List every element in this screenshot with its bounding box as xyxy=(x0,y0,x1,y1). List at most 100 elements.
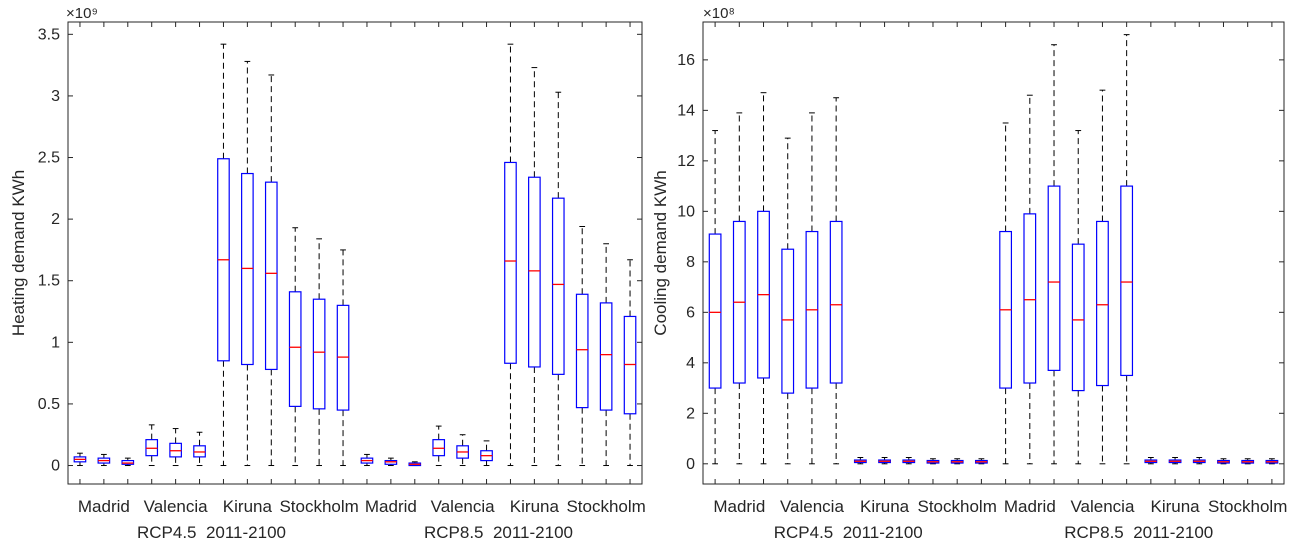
box-12 xyxy=(974,458,988,465)
box-body xyxy=(504,161,517,364)
y-tick-label: 0 xyxy=(51,458,60,475)
x-tick-label: Madrid xyxy=(365,497,417,516)
box-body xyxy=(575,293,589,409)
box-body xyxy=(551,197,565,375)
plot-area xyxy=(67,21,643,485)
box-body xyxy=(1071,243,1085,392)
box-18 xyxy=(480,440,493,467)
box-19 xyxy=(504,43,517,467)
y-tick-label: 3.5 xyxy=(38,26,60,43)
y-tick-label: 2 xyxy=(686,405,695,422)
group-label: RCP8.5 2011-2100 xyxy=(1064,523,1213,542)
box-4 xyxy=(145,424,159,467)
y-tick-label: 10 xyxy=(677,203,695,220)
box-6 xyxy=(829,97,843,465)
box-15 xyxy=(408,461,422,467)
box-19 xyxy=(1144,456,1158,465)
box-3 xyxy=(757,92,770,465)
x-tick-label: Valencia xyxy=(144,497,208,516)
group-label: RCP4.5 2011-2100 xyxy=(774,523,923,542)
x-tick-label: Madrid xyxy=(78,497,130,516)
box-body xyxy=(829,220,843,384)
box-4 xyxy=(781,137,795,465)
box-body xyxy=(312,298,326,410)
box-23 xyxy=(1241,458,1255,465)
y-tick-label: 0.5 xyxy=(38,396,60,413)
box-20 xyxy=(528,67,541,467)
box-body xyxy=(288,291,302,407)
box-1 xyxy=(73,452,87,467)
box-23 xyxy=(599,243,613,467)
box-5 xyxy=(805,112,819,465)
heating-demand-chart: 0 0.5 1 1.5 2 2.5 3 3.5 Madrid Valencia Kiruna Stoc… xyxy=(9,5,646,542)
box-8 xyxy=(878,456,891,465)
y-tick-label: 16 xyxy=(677,52,695,69)
x-tick-label: Valencia xyxy=(780,497,844,516)
group-label: RCP8.5 2011-2100 xyxy=(424,523,573,542)
box-3 xyxy=(121,457,135,467)
x-tick-label: Valencia xyxy=(1070,497,1134,516)
box-24 xyxy=(623,259,637,467)
x-tick-label: Stockholm xyxy=(1208,497,1287,516)
y-tick-label: 14 xyxy=(677,102,695,119)
box-2 xyxy=(732,112,746,465)
group-label: RCP4.5 2011-2100 xyxy=(137,523,286,542)
box-22 xyxy=(1217,458,1230,465)
box-17 xyxy=(1096,89,1109,465)
box-16 xyxy=(432,425,446,467)
box-body xyxy=(1096,220,1109,387)
x-tick-label: Valencia xyxy=(431,497,495,516)
x-tick-label: Kiruna xyxy=(223,497,273,516)
box-body xyxy=(708,233,722,389)
y-tick-label: 2.5 xyxy=(38,150,60,167)
x-tick-label: Kiruna xyxy=(1150,497,1200,516)
y-tick-label: 1 xyxy=(51,334,60,351)
box-body xyxy=(599,302,613,411)
box-7 xyxy=(853,456,867,465)
box-18 xyxy=(1120,34,1134,465)
axis-exponent: ×10⁹ xyxy=(66,5,98,22)
box-15 xyxy=(1047,44,1061,465)
axis-exponent: ×10⁸ xyxy=(703,5,735,22)
cooling-demand-chart: 0 2 4 6 8 10 12 14 16 Madrid Valencia Kiruna Stockho… xyxy=(651,5,1287,542)
y-axis-label: Cooling demand KWh xyxy=(651,170,670,335)
y-tick-label: 2 xyxy=(51,211,60,228)
box-11 xyxy=(950,458,964,465)
box-14 xyxy=(384,457,398,467)
y-tick-label: 8 xyxy=(686,254,695,271)
box-body xyxy=(1047,185,1061,371)
y-tick-label: 12 xyxy=(677,153,695,170)
x-tick-label: Stockholm xyxy=(918,497,997,516)
box-11 xyxy=(312,238,326,467)
x-tick-label: Stockholm xyxy=(566,497,645,516)
box-10 xyxy=(288,227,302,467)
box-body xyxy=(1023,213,1037,384)
x-tick-label: Kiruna xyxy=(510,497,560,516)
box-22 xyxy=(575,226,589,467)
box-17 xyxy=(456,434,469,467)
box-7 xyxy=(217,43,230,467)
box-6 xyxy=(193,431,206,467)
box-5 xyxy=(169,428,182,467)
box-body xyxy=(528,176,541,368)
x-tick-label: Madrid xyxy=(713,497,765,516)
box-9 xyxy=(902,456,916,465)
box-14 xyxy=(1023,94,1037,465)
y-axis-label: Heating demand KWh xyxy=(9,170,28,336)
box-24 xyxy=(1265,458,1279,465)
box-body xyxy=(1120,185,1134,377)
box-21 xyxy=(551,91,565,467)
box-2 xyxy=(97,453,111,467)
box-12 xyxy=(336,249,350,467)
y-tick-label: 4 xyxy=(686,355,695,372)
y-tick-label: 6 xyxy=(686,304,695,321)
box-16 xyxy=(1071,130,1085,465)
box-8 xyxy=(241,60,254,467)
x-tick-label: Madrid xyxy=(1004,497,1056,516)
y-tick-label: 0 xyxy=(686,456,695,473)
box-13 xyxy=(360,453,374,467)
box-20 xyxy=(1168,456,1182,465)
box-21 xyxy=(1192,456,1206,465)
y-tick-label: 3 xyxy=(51,88,60,105)
